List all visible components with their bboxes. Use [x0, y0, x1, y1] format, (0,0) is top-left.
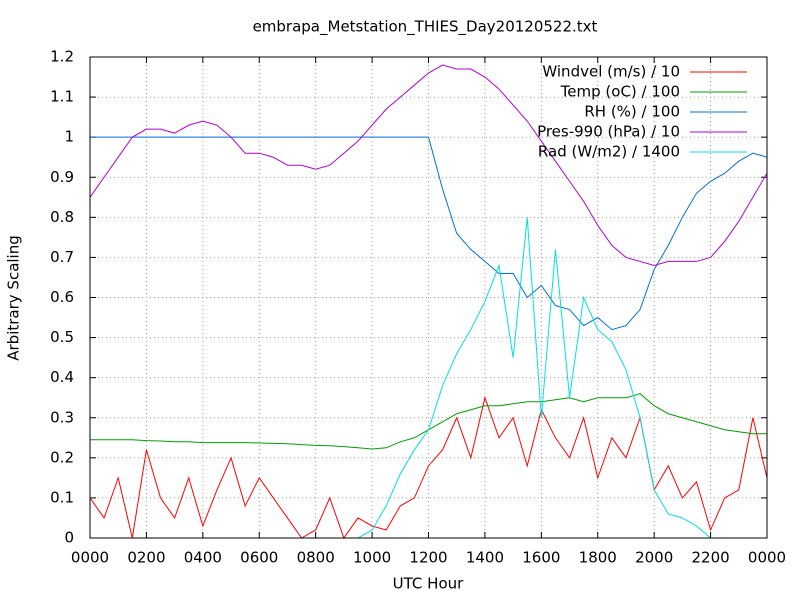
y-tick-label: 1.1	[50, 88, 74, 106]
x-tick-label: 0400	[184, 549, 222, 567]
x-tick-label: 1800	[579, 549, 617, 567]
legend-label: Rad (W/m2) / 1400	[538, 143, 680, 161]
y-tick-label: 0.2	[50, 448, 74, 466]
x-axis-label: UTC Hour	[393, 575, 464, 593]
x-tick-label: 0000	[748, 549, 786, 567]
legend-label: RH (%) / 100	[584, 103, 680, 121]
legend-label: Pres-990 (hPa) / 10	[537, 123, 680, 141]
y-tick-label: 0.9	[50, 168, 74, 186]
x-tick-label: 2000	[635, 549, 673, 567]
y-tick-label: 1	[64, 128, 74, 146]
y-tick-label: 0.3	[50, 408, 74, 426]
y-tick-label: 1.2	[50, 48, 74, 66]
y-tick-label: 0.8	[50, 208, 74, 226]
x-tick-label: 0000	[71, 549, 109, 567]
y-tick-label: 0.7	[50, 248, 74, 266]
y-tick-label: 0.5	[50, 328, 74, 346]
x-tick-label: 1000	[353, 549, 391, 567]
chart-title: embrapa_Metstation_THIES_Day20120522.txt	[253, 18, 598, 37]
x-tick-label: 1200	[409, 549, 447, 567]
x-tick-label: 2200	[691, 549, 729, 567]
series-line	[90, 136, 768, 331]
y-tick-label: 0.6	[50, 288, 74, 306]
plot-border	[89, 56, 768, 539]
x-tick-label: 0600	[240, 549, 278, 567]
y-axis-label: Arbitrary Scaling	[5, 235, 23, 361]
y-tick-label: 0.4	[50, 368, 74, 386]
y-tick-label: 0.1	[50, 488, 74, 506]
legend-label: Windvel (m/s) / 10	[542, 63, 680, 81]
x-tick-label: 1400	[466, 549, 504, 567]
x-tick-label: 1600	[522, 549, 560, 567]
y-tick-label: 0	[64, 529, 74, 547]
x-tick-label: 0200	[127, 549, 165, 567]
legend-label: Temp (oC) / 100	[560, 83, 680, 101]
series-line	[89, 64, 768, 266]
x-tick-label: 0800	[297, 549, 335, 567]
